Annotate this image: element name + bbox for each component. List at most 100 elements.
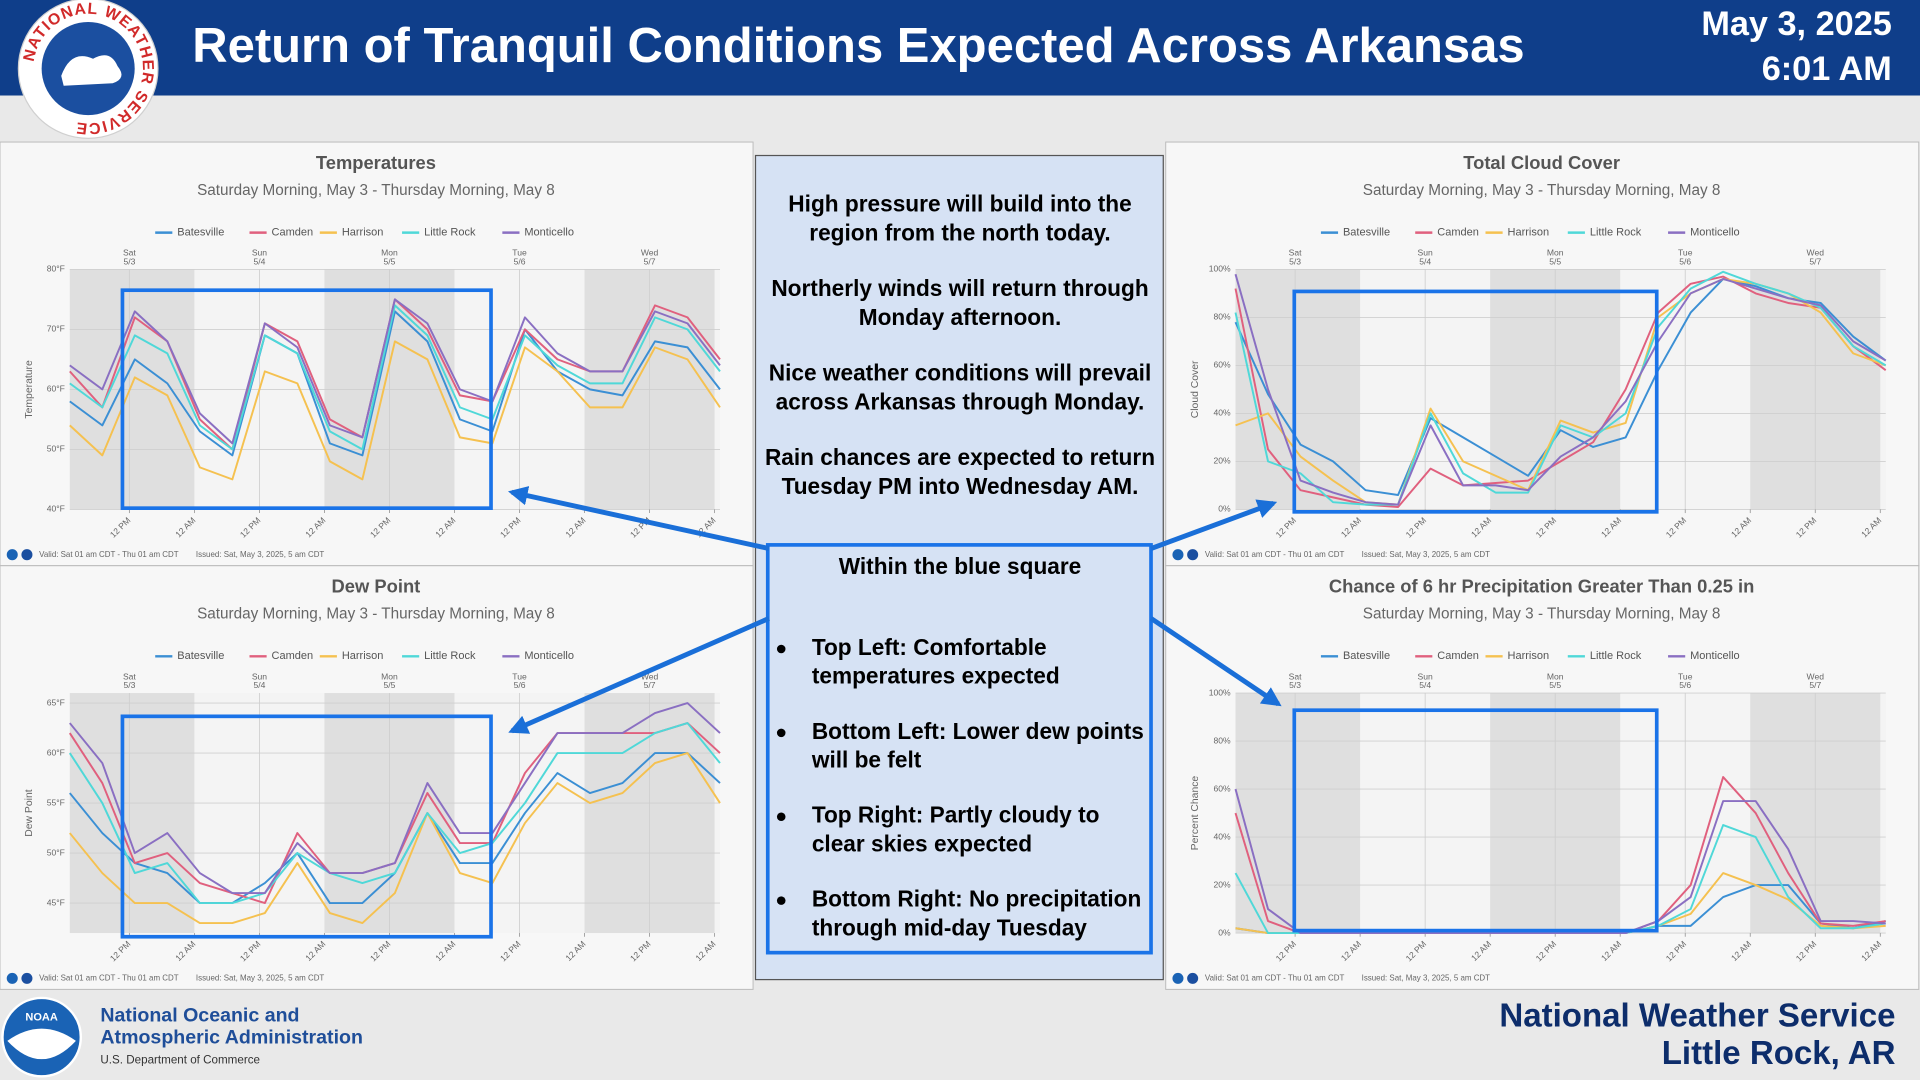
y-tick-label: 60°F xyxy=(47,747,65,757)
day-label: Sun xyxy=(252,248,267,258)
day-label: Wed xyxy=(1807,671,1825,681)
footer: NOAA National Oceanic and Atmospheric Ad… xyxy=(1,996,1896,1078)
legend-label: Little Rock xyxy=(1590,650,1642,662)
legend-label: Camden xyxy=(1437,650,1479,662)
day-label: Wed xyxy=(641,248,659,258)
chart-subtitle: Saturday Morning, May 3 - Thursday Morni… xyxy=(1363,182,1721,199)
y-tick-label: 40°F xyxy=(47,504,65,514)
highlight-square xyxy=(1292,289,1659,514)
bullet-text: Top Right: Partly cloudy to xyxy=(812,802,1100,828)
legend-label: Monticello xyxy=(1690,650,1740,662)
day-shading xyxy=(1235,693,1361,934)
legend-label: Harrison xyxy=(1508,650,1550,662)
panel-paragraph: Rain chances are expected to return xyxy=(765,444,1155,470)
bullet-text: Bottom Right: No precipitation xyxy=(812,886,1142,912)
y-tick-label: 60% xyxy=(1213,360,1231,370)
highlight-square xyxy=(120,714,493,939)
footer-valid: Valid: Sat 01 am CDT - Thu 01 am CDT xyxy=(1205,973,1345,982)
y-tick-label: 60°F xyxy=(47,384,65,394)
panel-paragraph: Northerly winds will return through xyxy=(771,275,1148,301)
footer-issued: Issued: Sat, May 3, 2025, 5 am CDT xyxy=(196,973,325,982)
y-tick-label: 40% xyxy=(1213,408,1231,418)
date-label: 5/4 xyxy=(253,680,265,690)
arrow xyxy=(508,486,770,551)
series-line xyxy=(69,310,721,457)
day-label: Tue xyxy=(512,671,527,681)
series-line xyxy=(1234,275,1887,508)
y-axis-title: Temperature xyxy=(24,360,35,419)
date-label: 5/6 xyxy=(514,680,526,690)
footer-icon xyxy=(1172,972,1184,984)
chart-subtitle: Saturday Morning, May 3 - Thursday Morni… xyxy=(1363,606,1721,623)
date-label: 5/5 xyxy=(1549,680,1561,690)
bullet-dot xyxy=(776,728,786,738)
legend-label: Monticello xyxy=(524,227,574,239)
panel-text: High pressure will build into theregion … xyxy=(765,191,1155,955)
legend-label: Monticello xyxy=(524,650,574,662)
chart-title: Total Cloud Cover xyxy=(1463,152,1620,173)
panel-paragraph: Nice weather conditions will prevail xyxy=(769,360,1151,386)
y-axis-title: Cloud Cover xyxy=(1190,360,1201,418)
date-label: 5/3 xyxy=(123,256,135,266)
bullet-text: temperatures expected xyxy=(812,663,1060,689)
footer-icon xyxy=(21,972,33,984)
series-line xyxy=(69,340,721,481)
day-label: Sun xyxy=(1418,671,1433,681)
bullet-text: Top Left: Comfortable xyxy=(812,634,1047,660)
arrow xyxy=(1150,499,1278,551)
legend-label: Harrison xyxy=(1508,227,1550,239)
highlight-square xyxy=(120,288,493,510)
highlight-square xyxy=(1292,708,1659,933)
footer-issued: Issued: Sat, May 3, 2025, 5 am CDT xyxy=(1362,973,1491,982)
date-label: 5/4 xyxy=(253,256,265,266)
day-label: Tue xyxy=(1678,671,1693,681)
date-label: 5/5 xyxy=(1549,256,1561,266)
noaa-logo-text: NOAA xyxy=(25,1011,57,1023)
day-label: Sat xyxy=(1289,248,1302,258)
noaa-department: U.S. Department of Commerce xyxy=(100,1053,260,1066)
date-label: 5/6 xyxy=(1679,256,1691,266)
chart-subtitle: Saturday Morning, May 3 - Thursday Morni… xyxy=(197,182,555,199)
date-label: 5/3 xyxy=(1289,680,1301,690)
chart-title: Temperatures xyxy=(316,152,436,173)
legend-label: Little Rock xyxy=(424,227,476,239)
day-label: Tue xyxy=(1678,248,1693,258)
bullet-text: through mid-day Tuesday xyxy=(812,914,1087,940)
y-tick-label: 20% xyxy=(1213,879,1231,889)
day-label: Mon xyxy=(381,671,398,681)
legend-label: Camden xyxy=(1437,227,1479,239)
chart-panel: Chance of 6 hr Precipitation Greater Tha… xyxy=(1165,565,1920,990)
date-label: 5/7 xyxy=(644,680,656,690)
y-tick-label: 40% xyxy=(1213,831,1231,841)
legend-label: Monticello xyxy=(1690,227,1740,239)
footer-icon xyxy=(1172,549,1184,561)
charts: Temperatures Saturday Morning, May 3 - Th… xyxy=(0,141,1920,990)
footer-valid: Valid: Sat 01 am CDT - Thu 01 am CDT xyxy=(1205,550,1345,559)
y-tick-label: 50°F xyxy=(47,847,65,857)
legend-label: Harrison xyxy=(342,650,384,662)
y-tick-label: 0% xyxy=(1218,504,1231,514)
date-label: 5/5 xyxy=(384,256,396,266)
day-label: Sat xyxy=(1289,671,1302,681)
footer-icon xyxy=(21,549,33,561)
office-name: National Weather Service xyxy=(1499,997,1895,1034)
panel-paragraph: Tuesday PM into Wednesday AM. xyxy=(782,473,1139,499)
y-tick-label: 60% xyxy=(1213,783,1231,793)
chart-panel: Total Cloud Cover Saturday Morning, May 3… xyxy=(1165,141,1920,567)
date-label: 5/6 xyxy=(514,256,526,266)
noaa-logo-bird xyxy=(7,1028,76,1060)
y-tick-label: 100% xyxy=(1209,264,1231,274)
bullet-text: clear skies expected xyxy=(812,830,1032,856)
date-label: 5/5 xyxy=(384,680,396,690)
office-location: Little Rock, AR xyxy=(1662,1035,1896,1072)
y-tick-label: 80°F xyxy=(47,264,65,274)
day-label: Sat xyxy=(123,671,136,681)
y-tick-label: 65°F xyxy=(47,697,65,707)
y-axis-title: Percent Chance xyxy=(1190,776,1201,851)
legend-label: Little Rock xyxy=(1590,227,1642,239)
chart-panel: Dew Point Saturday Morning, May 3 - Thurs… xyxy=(0,565,754,990)
series-line xyxy=(68,722,721,905)
header-time: 6:01 AM xyxy=(1762,50,1892,88)
nws-logo: NATIONAL WEATHER SERVICE xyxy=(17,0,159,139)
legend-label: Batesville xyxy=(1343,227,1390,239)
